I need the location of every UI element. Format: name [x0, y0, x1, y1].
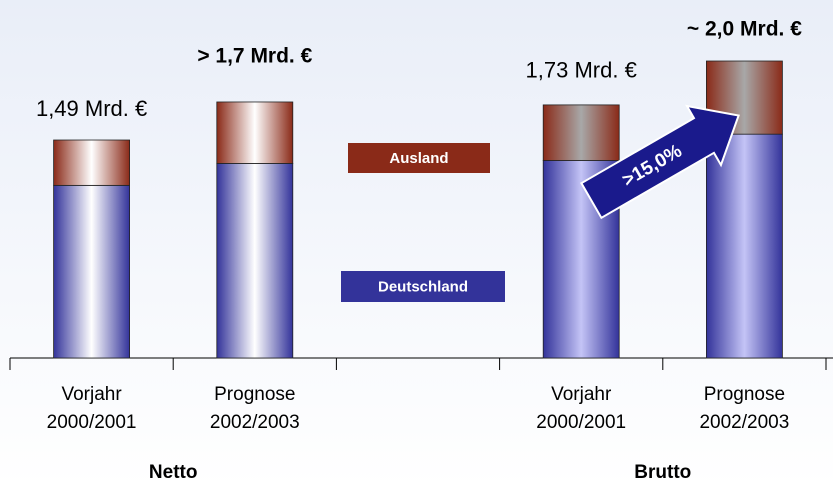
bar-segment	[542, 104, 620, 161]
bar-segment	[53, 139, 130, 186]
bar-segment	[216, 101, 294, 164]
legend-label: Deutschland	[378, 278, 468, 295]
x-tick-label: Prognose	[704, 384, 785, 405]
legend-swatch	[348, 143, 490, 173]
x-tick-label: Vorjahr	[551, 384, 612, 405]
total-label: > 1,7 Mrd. €	[197, 45, 312, 68]
x-tick-label: 2000/2001	[47, 412, 137, 433]
x-tick-label: 2000/2001	[536, 412, 626, 433]
legend-swatch	[341, 271, 505, 302]
x-tick-label: 2002/2003	[699, 412, 789, 433]
x-tick-label: Vorjahr	[61, 384, 122, 405]
x-tick-label: Prognose	[214, 384, 295, 405]
total-label: 1,49 Mrd. €	[36, 96, 147, 121]
bar-segment	[216, 163, 294, 359]
x-tick-label: 2002/2003	[210, 412, 300, 433]
bar-segment	[706, 133, 783, 359]
legend-label: Ausland	[389, 150, 448, 167]
bar-segment	[53, 184, 130, 359]
total-label: 1,73 Mrd. €	[526, 58, 637, 83]
group-label: Brutto	[634, 462, 691, 483]
group-label: Netto	[149, 462, 198, 483]
total-label: ~ 2,0 Mrd. €	[687, 18, 802, 41]
arrow-shape	[580, 104, 740, 220]
